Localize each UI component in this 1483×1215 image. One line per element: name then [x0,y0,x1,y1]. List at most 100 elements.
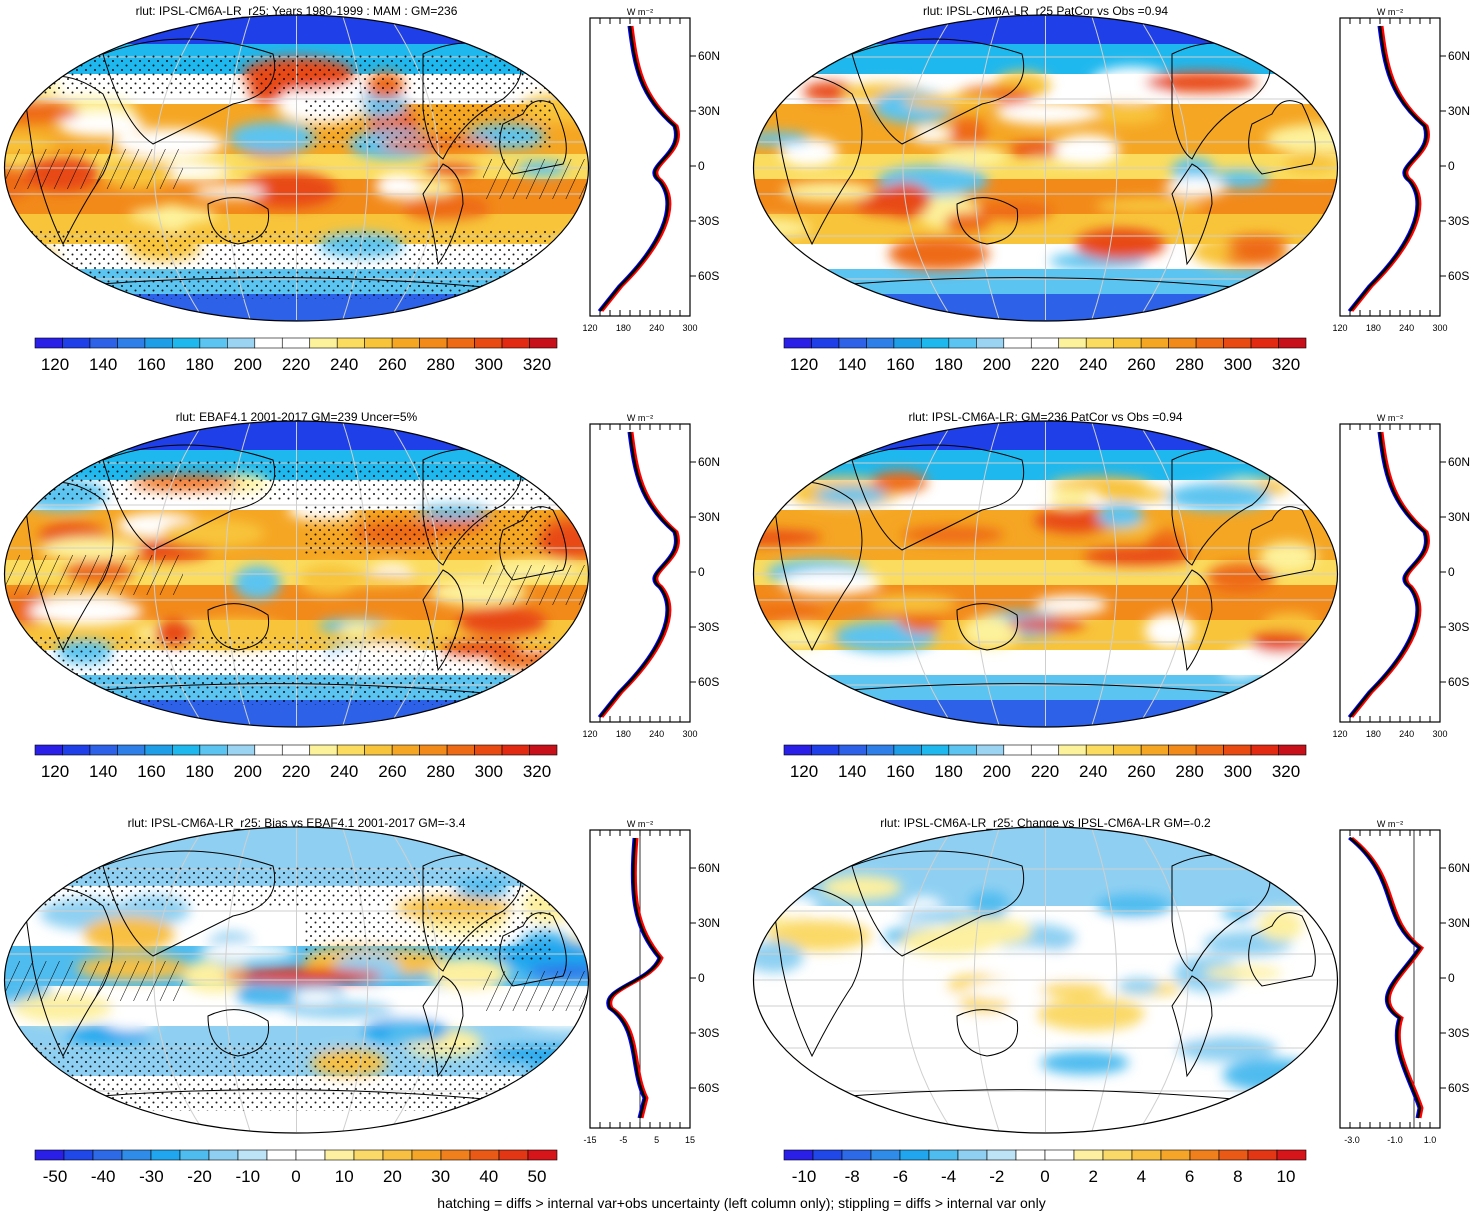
colorbar-label: -10 [792,1167,817,1186]
colorbar-label: 320 [1272,762,1300,781]
profile-lat-label: 30S [698,1026,719,1040]
profile-x-tick: 300 [682,729,697,739]
profile-lat-label: 60N [698,49,720,63]
map-title: rlut: IPSL-CM6A-LR_r25: Years 1980-1999 … [135,4,458,18]
profile-x-tick: 120 [1332,323,1347,333]
profile-x-tick: -15 [583,1135,596,1145]
profile-lat-label: 0 [698,565,705,579]
map-title: rlut: IPSL-CM6A-LR_r25: Change vs IPSL-C… [880,816,1211,830]
colorbar-label: 280 [426,355,454,374]
map-title: rlut: IPSL-CM6A-LR_r25 PatCor vs Obs =0.… [922,4,1169,18]
colorbar-label: 240 [330,762,358,781]
colorbar-label: 180 [185,355,213,374]
colorbar-label: 50 [528,1167,547,1186]
colorbar-label: 260 [1127,762,1155,781]
profile-lat-label: 60S [698,1081,719,1095]
profile-x-tick: 120 [582,729,597,739]
colorbar-label: 160 [886,355,914,374]
profile-lat-label: 0 [698,971,705,985]
colorbar-label: 280 [1175,762,1203,781]
profile-unit-label: W m⁻² [627,413,653,423]
profile-x-tick: 1.0 [1424,1135,1437,1145]
profile-lat-label: 30N [1448,510,1470,524]
profile-lat-label: 0 [698,159,705,173]
colorbar-label: -40 [91,1167,116,1186]
zonal-profile: W m⁻² 60N 30N 0 30S 60S -3.0 -1.0 1.0 [1339,819,1470,1145]
colorbar-label: 320 [523,355,551,374]
colorbar-label: 180 [934,762,962,781]
colorbar-label: 2 [1088,1167,1097,1186]
zonal-profile: W m⁻² 60N 30N 0 30S 60S 120 180 240 300 [582,413,720,739]
zonal-profile: W m⁻² 60N 30N 0 30S 60S 120 180 240 300 [1332,7,1470,333]
colorbar-label: 260 [378,355,406,374]
profile-curve [1350,25,1430,312]
profile-x-tick: 5 [654,1135,659,1145]
colorbar-label: 280 [1175,355,1203,374]
colorbar-label: -4 [941,1167,956,1186]
colorbar-label: 240 [1079,355,1107,374]
world-map [752,14,1339,322]
profile-lat-label: 60N [1448,455,1470,469]
colorbar-label: 320 [1272,355,1300,374]
profile-lat-label: 30S [698,214,719,228]
profile-curve [1349,837,1422,1119]
colorbar-label: 320 [523,762,551,781]
profile-x-tick: -3.0 [1344,1135,1360,1145]
colorbar-label: 160 [137,762,165,781]
colorbar-label: 120 [790,355,818,374]
profile-x-tick: 180 [1366,729,1381,739]
profile-lat-label: 0 [1448,159,1455,173]
profile-x-tick: 180 [616,729,631,739]
profile-x-tick: 240 [649,729,664,739]
profile-unit-label: W m⁻² [627,7,653,17]
profile-x-tick: 300 [1432,729,1447,739]
profile-unit-label: W m⁻² [1377,7,1403,17]
colorbar-label: 140 [89,762,117,781]
world-map [3,826,590,1134]
profile-x-tick: 300 [1432,323,1447,333]
profile-x-tick: 180 [616,323,631,333]
world-map [752,420,1339,728]
profile-curve [1349,431,1428,718]
profile-lat-label: 30N [1448,916,1470,930]
profile-lat-label: 60S [698,675,719,689]
colorbar-label: -50 [43,1167,68,1186]
colorbar-label: 10 [1277,1167,1296,1186]
profile-lat-label: 60S [1448,269,1469,283]
profile-x-tick: 15 [685,1135,695,1145]
colorbar-label: -20 [187,1167,212,1186]
colorbar-label: 200 [983,762,1011,781]
colorbar-label: -30 [139,1167,164,1186]
profile-unit-label: W m⁻² [627,819,653,829]
map-title: rlut: EBAF4.1 2001-2017 GM=239 Uncer=5% [175,410,418,424]
profile-lat-label: 60S [698,269,719,283]
colorbar-label: 180 [934,355,962,374]
profile-lat-label: 30S [1448,214,1469,228]
profile-curve [1351,836,1425,1119]
profile-curve [599,25,678,312]
profile-curve [1350,431,1430,718]
colorbar-label: 120 [41,355,69,374]
profile-curve [599,431,678,718]
profile-unit-label: W m⁻² [1377,413,1403,423]
colorbar-label: -2 [989,1167,1004,1186]
colorbar-label: 220 [282,355,310,374]
profile-x-tick: 300 [682,323,697,333]
profile-x-tick: 240 [1399,323,1414,333]
colorbar-label: 300 [475,762,503,781]
colorbar-label: 160 [886,762,914,781]
colorbar-label: 200 [983,355,1011,374]
colorbar-label: 240 [1079,762,1107,781]
colorbar: -50 -40 -30 -20 -10 0 10 20 30 40 50 [34,1149,558,1186]
profile-lat-label: 30S [1448,620,1469,634]
profile-x-tick: -1.0 [1387,1135,1403,1145]
colorbar-label: 40 [479,1167,498,1186]
profile-lat-label: 60S [1448,675,1469,689]
profile-x-tick: 120 [1332,729,1347,739]
colorbar: 120 140 160 180 200 220 240 260 280 300 320 [34,744,558,781]
colorbar-label: -6 [893,1167,908,1186]
profile-curve [607,837,662,1119]
colorbar-label: 6 [1185,1167,1194,1186]
profile-lat-label: 30N [698,104,720,118]
footer-caption: hatching = diffs > internal var+obs unce… [437,1195,1046,1211]
